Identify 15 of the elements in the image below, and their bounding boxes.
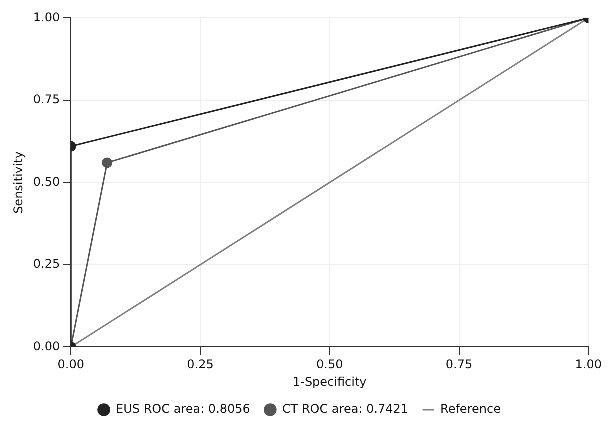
legend-label: Reference [440, 402, 501, 416]
x-tick-label: 0.50 [316, 358, 344, 372]
legend-label: EUS ROC area: 0.8056 [116, 402, 250, 416]
y-tick-label: 0.00 [33, 339, 60, 354]
y-tick-label: 0.75 [33, 92, 60, 107]
x-tick-label: 1.00 [575, 358, 602, 372]
legend-label: CT ROC area: 0.7421 [282, 402, 409, 416]
y-tick-label: 0.25 [33, 257, 60, 272]
x-axis-title: 1-Specificity [292, 374, 367, 389]
x-tick-label: 0.75 [446, 358, 473, 372]
y-tick-label: 0.50 [33, 174, 60, 189]
y-axis-title: Sensitivity [11, 151, 26, 214]
x-tick-label: 0.00 [58, 358, 84, 372]
y-tick-label: 1.00 [33, 10, 60, 24]
x-tick-label: 0.25 [187, 358, 214, 372]
